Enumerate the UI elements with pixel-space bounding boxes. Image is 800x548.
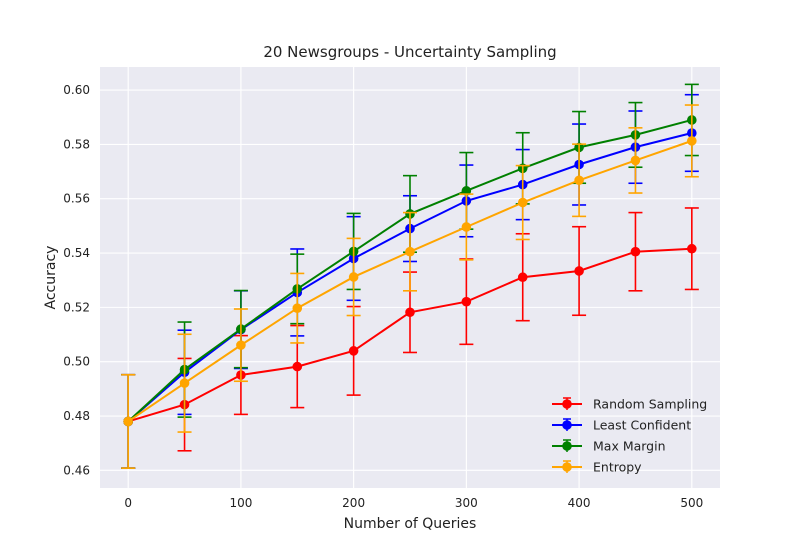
y-tick-label: 0.54 [63,246,90,260]
data-point [292,361,303,372]
legend-label: Max Margin [593,439,666,454]
x-tick-label: 400 [568,496,591,510]
y-tick-label: 0.48 [63,409,90,423]
y-tick-label: 0.46 [63,463,90,477]
y-tick-label: 0.56 [63,192,90,206]
data-point [348,346,359,356]
x-axis-label: Number of Queries [344,516,477,532]
legend-label: Random Sampling [593,397,707,412]
legend-entry: Random Sampling [552,397,707,412]
data-point [630,155,641,166]
legend-entry: Entropy [552,460,642,475]
x-tick-label: 500 [680,496,703,510]
data-point [574,266,584,276]
data-point [461,296,472,307]
y-tick-label: 0.60 [63,83,90,97]
legend-marker [562,399,572,409]
data-point [630,246,641,257]
x-tick-label: 200 [342,496,365,510]
legend-entry: Max Margin [552,439,666,454]
data-point [574,175,584,186]
data-point [405,307,415,318]
y-tick-label: 0.50 [63,355,90,369]
legend-entry: Least Confident [552,418,691,433]
legend-label: Least Confident [593,418,691,433]
y-tick-label: 0.58 [63,137,90,151]
data-point [292,303,303,313]
data-point [461,222,472,232]
data-point [179,378,190,388]
data-point [517,272,528,283]
legend-marker [562,420,572,430]
series-layer [121,83,699,469]
data-point [461,186,472,196]
y-tick-label: 0.52 [63,300,90,314]
legend-marker [562,462,572,472]
data-point [123,416,133,427]
data-point [517,197,528,208]
x-tick-label: 300 [455,496,478,510]
data-point [687,136,697,146]
legend-label: Entropy [593,460,642,475]
series-entropy [121,104,699,469]
legend: Random Sampling Least Confident Max Margin… [552,397,707,475]
y-axis-label: Accuracy [43,246,59,310]
data-point [405,246,415,257]
x-tick-label: 0 [124,496,132,510]
data-point [687,243,697,254]
data-point [236,340,246,350]
data-point [348,272,359,282]
x-tick-label: 100 [229,496,252,510]
chart-title: 20 Newsgroups - Uncertainty Sampling [263,43,556,61]
legend-marker [562,441,572,451]
tick-labels: 0 100 200 300 400 500 0.46 0.48 0.50 0.52 0.54 0.56… [63,83,703,510]
